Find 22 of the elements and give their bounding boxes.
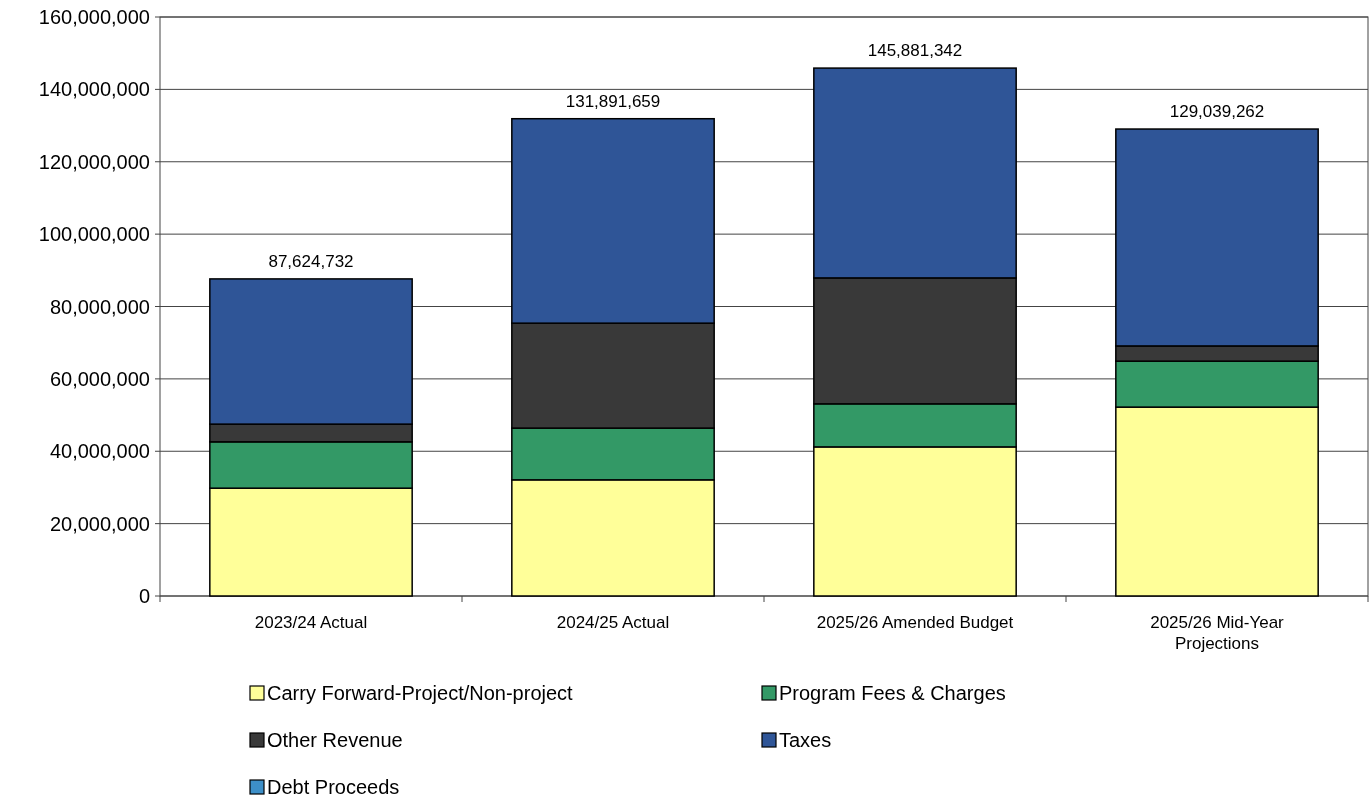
legend-label: Debt Proceeds [267,776,400,798]
total-label: 87,624,732 [268,251,354,271]
legend-label: Program Fees & Charges [779,682,1006,704]
x-tick-label: 2025/26 Amended Budget [816,613,1014,632]
y-tick-label: 0 [138,585,150,607]
legend-label: Taxes [779,729,832,751]
y-tick-label: 60,000,000 [49,367,150,390]
y-tick-label: 20,000,000 [49,512,150,535]
y-tick-label: 100,000,000 [38,223,150,246]
y-tick-label: 120,000,000 [38,150,150,173]
x-tick-label: 2024/25 Actual [556,613,670,632]
total-label: 129,039,262 [1169,102,1265,122]
total-label: 131,891,659 [565,91,661,111]
legend-label: Other Revenue [267,729,403,751]
y-tick-label: 140,000,000 [38,78,150,101]
y-tick-label: 160,000,000 [38,6,150,28]
total-label: 145,881,342 [867,41,963,61]
y-tick-label: 40,000,000 [49,440,150,463]
x-tick-label: 2023/24 Actual [254,613,368,632]
x-tick-label: 2025/26 Mid-Year Projections [1150,613,1285,653]
y-tick-label: 80,000,000 [49,295,150,318]
legend-label: Carry Forward-Project/Non-project [267,682,574,704]
